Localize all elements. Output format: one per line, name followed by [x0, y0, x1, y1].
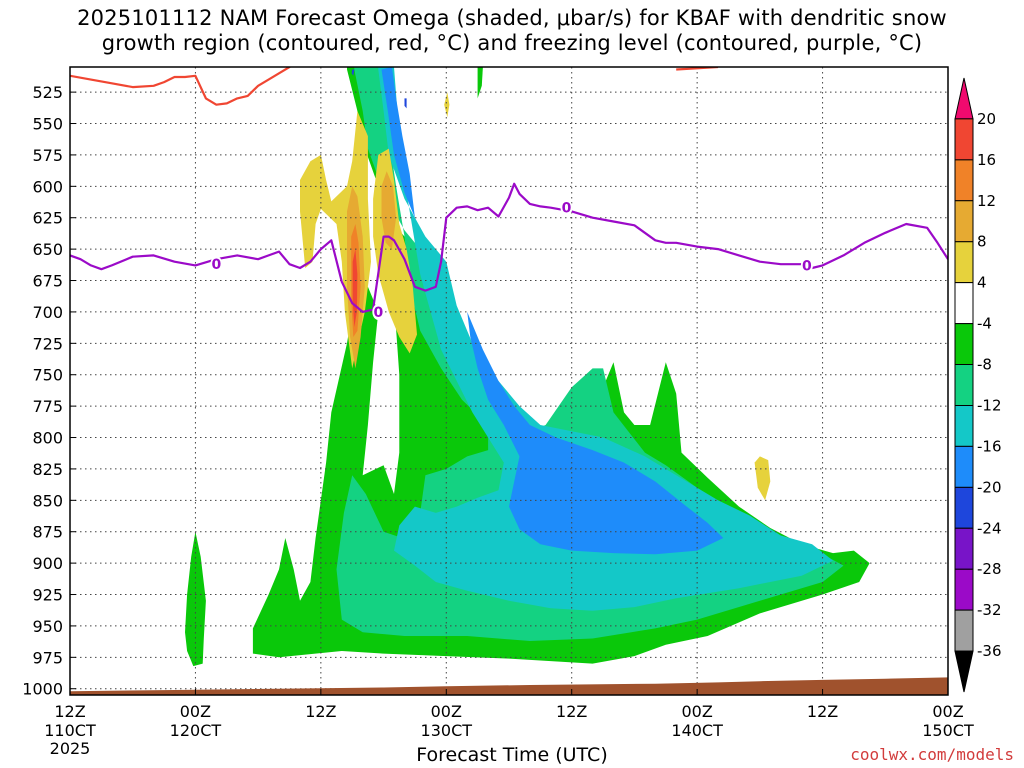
x-tick-date-5: 140CT [671, 721, 723, 740]
colorbar-swatch-14 [954, 650, 974, 693]
omega-blue-upper [381, 67, 415, 218]
colorbar-label-1: 16 [977, 151, 996, 169]
colorbar-swatch-2 [954, 159, 974, 202]
x-tick-year-0: 2025 [50, 739, 91, 758]
freezing-label-bg-2 [560, 199, 573, 216]
terrain-ground [70, 677, 948, 695]
freezing-label-bg-1 [372, 303, 385, 320]
y-tick-label-7: 700 [32, 303, 63, 322]
colorbar-label-6: -8 [977, 356, 992, 374]
colorbar-swatch-12 [954, 568, 974, 611]
x-tick-label-4: 12Z [556, 702, 587, 721]
freezing-level-label-2: 0 [562, 201, 572, 217]
plot-frame [69, 66, 949, 696]
omega-gold-core-right [381, 171, 397, 250]
omega-shading [185, 67, 870, 667]
gridlines [70, 67, 948, 695]
colorbar-label-13: -36 [977, 642, 1002, 660]
colorbar-label-2: 12 [977, 192, 996, 210]
omega-darkblue-speck-2 [404, 98, 407, 109]
colorbar-swatch-3 [954, 200, 974, 243]
colorbar-label-11: -28 [977, 560, 1002, 578]
colorbar-label-8: -16 [977, 437, 1002, 455]
omega-green-strip-top [477, 67, 483, 99]
colorbar-label-4: 4 [977, 274, 987, 292]
chart-title-line2: growth region (contoured, red, °C) and f… [101, 31, 923, 55]
x-tick-label-2: 12Z [305, 702, 336, 721]
x-tick-date-0: 110CT [44, 721, 96, 740]
x-tick-label-7: 00Z [932, 702, 963, 721]
y-tick-label-1: 550 [32, 115, 63, 134]
x-tick-label-0: 12Z [54, 702, 85, 721]
colorbar-swatch-5 [954, 282, 974, 325]
y-tick-label-8: 725 [32, 334, 63, 353]
freezing-level-label-0: 0 [211, 257, 221, 273]
omega-darkblue-speck-1 [351, 69, 355, 76]
contours: 0 0 0 0 [70, 67, 948, 321]
y-tick-label-19: 1000 [22, 680, 63, 699]
omega-green-blob-left [185, 531, 206, 667]
colorbar-swatch-6 [954, 323, 974, 366]
x-tick-label-1: 00Z [180, 702, 211, 721]
y-tick-label-2: 575 [32, 146, 63, 165]
colorbar-swatch-11 [954, 527, 974, 570]
y-tick-label-5: 650 [32, 240, 63, 259]
y-tick-label-13: 850 [32, 491, 63, 510]
freezing-level-line [70, 182, 948, 313]
freezing-label-bg-0 [210, 256, 223, 273]
colorbar-label-10: -24 [977, 519, 1002, 537]
colorbar-swatch-7 [954, 364, 974, 406]
freezing-level-label-3: 0 [802, 258, 812, 274]
omega-seagreen-region [336, 67, 844, 641]
colorbar-swatch-13 [954, 609, 974, 652]
y-tick-label-18: 975 [32, 648, 63, 667]
colorbar-label-3: 8 [977, 233, 987, 251]
freezing-level-label-1: 0 [373, 305, 383, 321]
y-tick-label-9: 750 [32, 366, 63, 385]
y-tick-label-17: 950 [32, 617, 63, 636]
dgz-contour-line [70, 67, 292, 106]
y-tick-label-4: 625 [32, 209, 63, 228]
colorbar-swatch-4 [954, 241, 974, 284]
x-tick-label-3: 00Z [431, 702, 462, 721]
y-tick-label-15: 900 [32, 554, 63, 573]
omega-yellow-speck [444, 92, 450, 118]
y-tick-label-0: 525 [32, 83, 63, 102]
credit-text: coolwx.com/models [850, 745, 1014, 764]
colorbar-label-7: -12 [977, 396, 1002, 414]
x-tick-date-1: 120CT [170, 721, 222, 740]
x-tick-date-7: 150CT [922, 721, 974, 740]
chart-title: 2025101112 NAM Forecast Omega (shaded, μ… [0, 6, 1024, 56]
y-tick-label-3: 600 [32, 177, 63, 196]
omega-green-blob-small [322, 613, 332, 651]
chart-title-line1: 2025101112 NAM Forecast Omega (shaded, μ… [77, 6, 947, 30]
colorbar-label-0: 20 [977, 110, 996, 128]
x-tick-label-6: 12Z [807, 702, 838, 721]
y-tick-label-14: 875 [32, 523, 63, 542]
colorbar-swatch-9 [954, 445, 974, 488]
colorbar-swatch-0 [954, 77, 974, 120]
y-tick-label-12: 825 [32, 460, 63, 479]
colorbar-swatch-10 [954, 486, 974, 529]
freezing-label-bg-3 [800, 257, 813, 274]
axes: 525 550 575 600 625 650 675 700 725 750 775 800 825 8… [22, 83, 974, 758]
x-tick-date-3: 130CT [421, 721, 473, 740]
colorbar-label-12: -32 [977, 601, 1002, 619]
colorbar: 20 16 12 8 4 -4 -8 -12 -16 -20 -24 -28 -32 -36 [954, 77, 1002, 693]
x-tick-label-5: 00Z [681, 702, 712, 721]
ground-fill [70, 677, 948, 695]
colorbar-swatch-1 [954, 118, 974, 161]
y-tick-label-16: 925 [32, 586, 63, 605]
colorbar-swatch-8 [954, 404, 974, 447]
y-tick-label-11: 800 [32, 429, 63, 448]
colorbar-label-5: -4 [977, 315, 992, 333]
omega-yellow-blob-right [754, 456, 771, 501]
y-tick-label-6: 675 [32, 272, 63, 291]
y-tick-label-10: 775 [32, 397, 63, 416]
x-axis-title: Forecast Time (UTC) [416, 744, 608, 766]
omega-blue-lower [467, 311, 724, 555]
colorbar-label-9: -20 [977, 478, 1002, 496]
